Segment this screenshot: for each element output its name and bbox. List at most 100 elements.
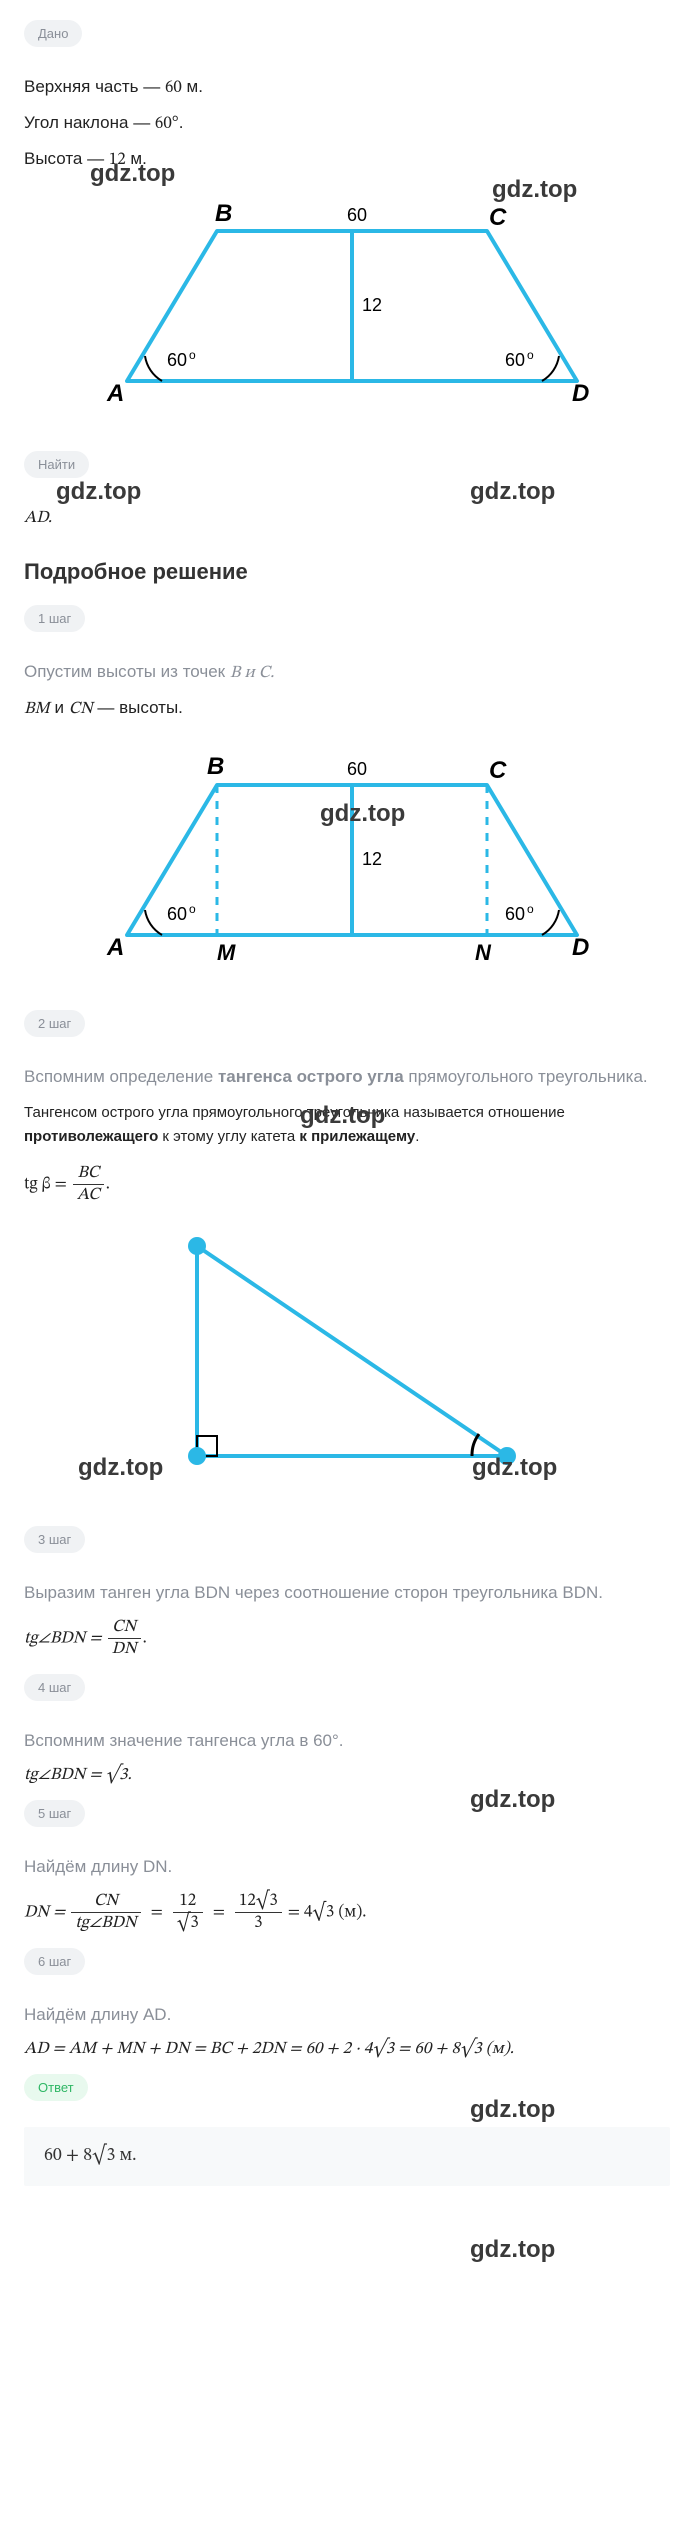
text: Опустим высоты из точек bbox=[24, 662, 230, 681]
denominator: tg∠BDN bbox=[71, 1913, 140, 1934]
watermark: gdz.top bbox=[470, 2236, 555, 2264]
height-label: 12 bbox=[362, 295, 382, 315]
vertex-C: C bbox=[489, 204, 507, 231]
svg-text:C: C bbox=[489, 757, 507, 784]
svg-text:o: o bbox=[189, 902, 196, 916]
watermark: gdz.top bbox=[470, 1786, 555, 1814]
lhs: DN = bbox=[24, 1905, 69, 1922]
text: прямоугольного треугольника. bbox=[404, 1067, 648, 1086]
tail: = 4√3 (м). bbox=[288, 1905, 367, 1922]
step6-formula: AD = AM + MN + DN = BC + 2DN = 60 + 2 · … bbox=[24, 2039, 670, 2060]
step5-text: Найдём длину DN. bbox=[24, 1857, 670, 1877]
fraction3: 12√3 3 bbox=[235, 1891, 282, 1934]
fraction2: 12 √3 bbox=[173, 1891, 203, 1934]
fraction: CN DN bbox=[108, 1617, 141, 1660]
top-label: 60 bbox=[347, 205, 367, 225]
svg-text:N: N bbox=[475, 940, 492, 965]
step2-line2: Тангенсом острого угла прямоугольного тр… bbox=[24, 1101, 670, 1149]
svg-text:12: 12 bbox=[362, 849, 382, 869]
text: Верхняя часть — bbox=[24, 77, 165, 96]
triangle-diagram bbox=[137, 1226, 557, 1486]
svg-text:M: M bbox=[217, 940, 236, 965]
vertex-A: A bbox=[106, 380, 124, 407]
svg-text:o: o bbox=[527, 902, 534, 916]
step1-line1: Опустим высоты из точек B и C. bbox=[24, 662, 670, 684]
denominator: DN bbox=[108, 1639, 141, 1660]
numerator: CN bbox=[108, 1617, 141, 1639]
vertex-D: D bbox=[572, 380, 589, 407]
angle-label: 60 bbox=[505, 350, 525, 370]
bold: к прилежащему bbox=[299, 1128, 415, 1145]
given-line-2: Угол наклона — 60°. bbox=[24, 113, 670, 135]
section-title: Подробное решение bbox=[24, 559, 670, 585]
svg-text:60: 60 bbox=[505, 904, 525, 924]
step6-text: Найдём длину AD. bbox=[24, 2005, 670, 2025]
given-line-3: Высота — 12 м. bbox=[24, 149, 670, 171]
trapezoid-diagram-2: 60o 60o 60 12 A B C D M N bbox=[67, 740, 627, 970]
step1-line2: BM и CN — высоты. bbox=[24, 698, 670, 720]
svg-text:o: o bbox=[189, 348, 196, 362]
text: к этому углу катета bbox=[158, 1128, 299, 1145]
bm: BM bbox=[24, 701, 50, 718]
watermark: gdz.top bbox=[56, 478, 141, 506]
denominator: √3 bbox=[173, 1913, 203, 1934]
step4-formula: tg∠BDN = √3. bbox=[24, 1765, 670, 1786]
denominator: AC bbox=[73, 1185, 104, 1206]
find-value: AD. bbox=[24, 510, 52, 527]
badge-find: Найти bbox=[24, 451, 89, 478]
watermark: gdz.top bbox=[470, 2096, 555, 2124]
page-root: gdz.top gdz.top gdz.top gdz.top gdz.top … bbox=[0, 0, 694, 2226]
text: Угол наклона — bbox=[24, 113, 155, 132]
numerator: CN bbox=[71, 1891, 140, 1913]
step4-text: Вспомним значение тангенса угла в 60°. bbox=[24, 1731, 670, 1751]
text: Вспомним определение bbox=[24, 1067, 218, 1086]
watermark: gdz.top bbox=[470, 478, 555, 506]
vertex-B: B bbox=[215, 200, 232, 227]
lhs: tg∠BDN = bbox=[24, 1631, 106, 1648]
bold: противолежащего bbox=[24, 1128, 158, 1145]
svg-text:60: 60 bbox=[347, 759, 367, 779]
text: Высота — bbox=[24, 149, 109, 168]
text: м. bbox=[126, 149, 147, 168]
angle-label: 60 bbox=[167, 350, 187, 370]
badge-step4: 4 шаг bbox=[24, 1674, 85, 1701]
fraction: BC AC bbox=[73, 1163, 104, 1206]
badge-step6: 6 шаг bbox=[24, 1948, 85, 1975]
badge-step1: 1 шаг bbox=[24, 605, 85, 632]
value: 60° bbox=[155, 116, 179, 133]
text: . bbox=[179, 113, 184, 132]
svg-text:B: B bbox=[207, 753, 224, 780]
badge-step3: 3 шаг bbox=[24, 1526, 85, 1553]
step3-formula: tg∠BDN = CN DN . bbox=[24, 1617, 670, 1660]
step3-text: Выразим танген угла BDN через соотношени… bbox=[24, 1583, 670, 1603]
answer-box: 60 + 8√3 м. bbox=[24, 2127, 670, 2186]
value: 60 bbox=[165, 80, 182, 97]
given-line-1: Верхняя часть — 60 м. bbox=[24, 77, 670, 99]
value: 12 bbox=[109, 152, 126, 169]
badge-step2: 2 шаг bbox=[24, 1010, 85, 1037]
cn: CN bbox=[69, 701, 93, 718]
step2-formula: tg β = BC AC . bbox=[24, 1163, 670, 1206]
svg-text:60: 60 bbox=[167, 904, 187, 924]
step2-line1: Вспомним определение тангенса острого уг… bbox=[24, 1067, 670, 1087]
svg-text:A: A bbox=[106, 934, 124, 961]
denominator: 3 bbox=[235, 1913, 282, 1934]
text: Тангенсом острого угла прямоугольного тр… bbox=[24, 1104, 565, 1121]
find-text: AD. bbox=[24, 508, 670, 529]
badge-step5: 5 шаг bbox=[24, 1800, 85, 1827]
step5-formula: DN = CN tg∠BDN = 12 √3 = 12√3 3 = 4√3 (м… bbox=[24, 1891, 670, 1934]
text: м. bbox=[182, 77, 203, 96]
svg-text:o: o bbox=[527, 348, 534, 362]
text: . bbox=[415, 1128, 419, 1145]
points: B и C. bbox=[230, 665, 274, 682]
numerator: BC bbox=[73, 1163, 104, 1185]
badge-given: Дано bbox=[24, 20, 82, 47]
lhs: tg β = bbox=[24, 1177, 71, 1194]
bold: тангенса острого угла bbox=[218, 1067, 404, 1086]
numerator: 12 bbox=[173, 1891, 203, 1913]
trapezoid-diagram-1: 60o 60o 60 12 A B C D bbox=[67, 191, 627, 411]
badge-answer: Ответ bbox=[24, 2074, 88, 2101]
text: и bbox=[50, 698, 69, 717]
text: — высоты. bbox=[93, 698, 183, 717]
svg-text:D: D bbox=[572, 934, 589, 961]
